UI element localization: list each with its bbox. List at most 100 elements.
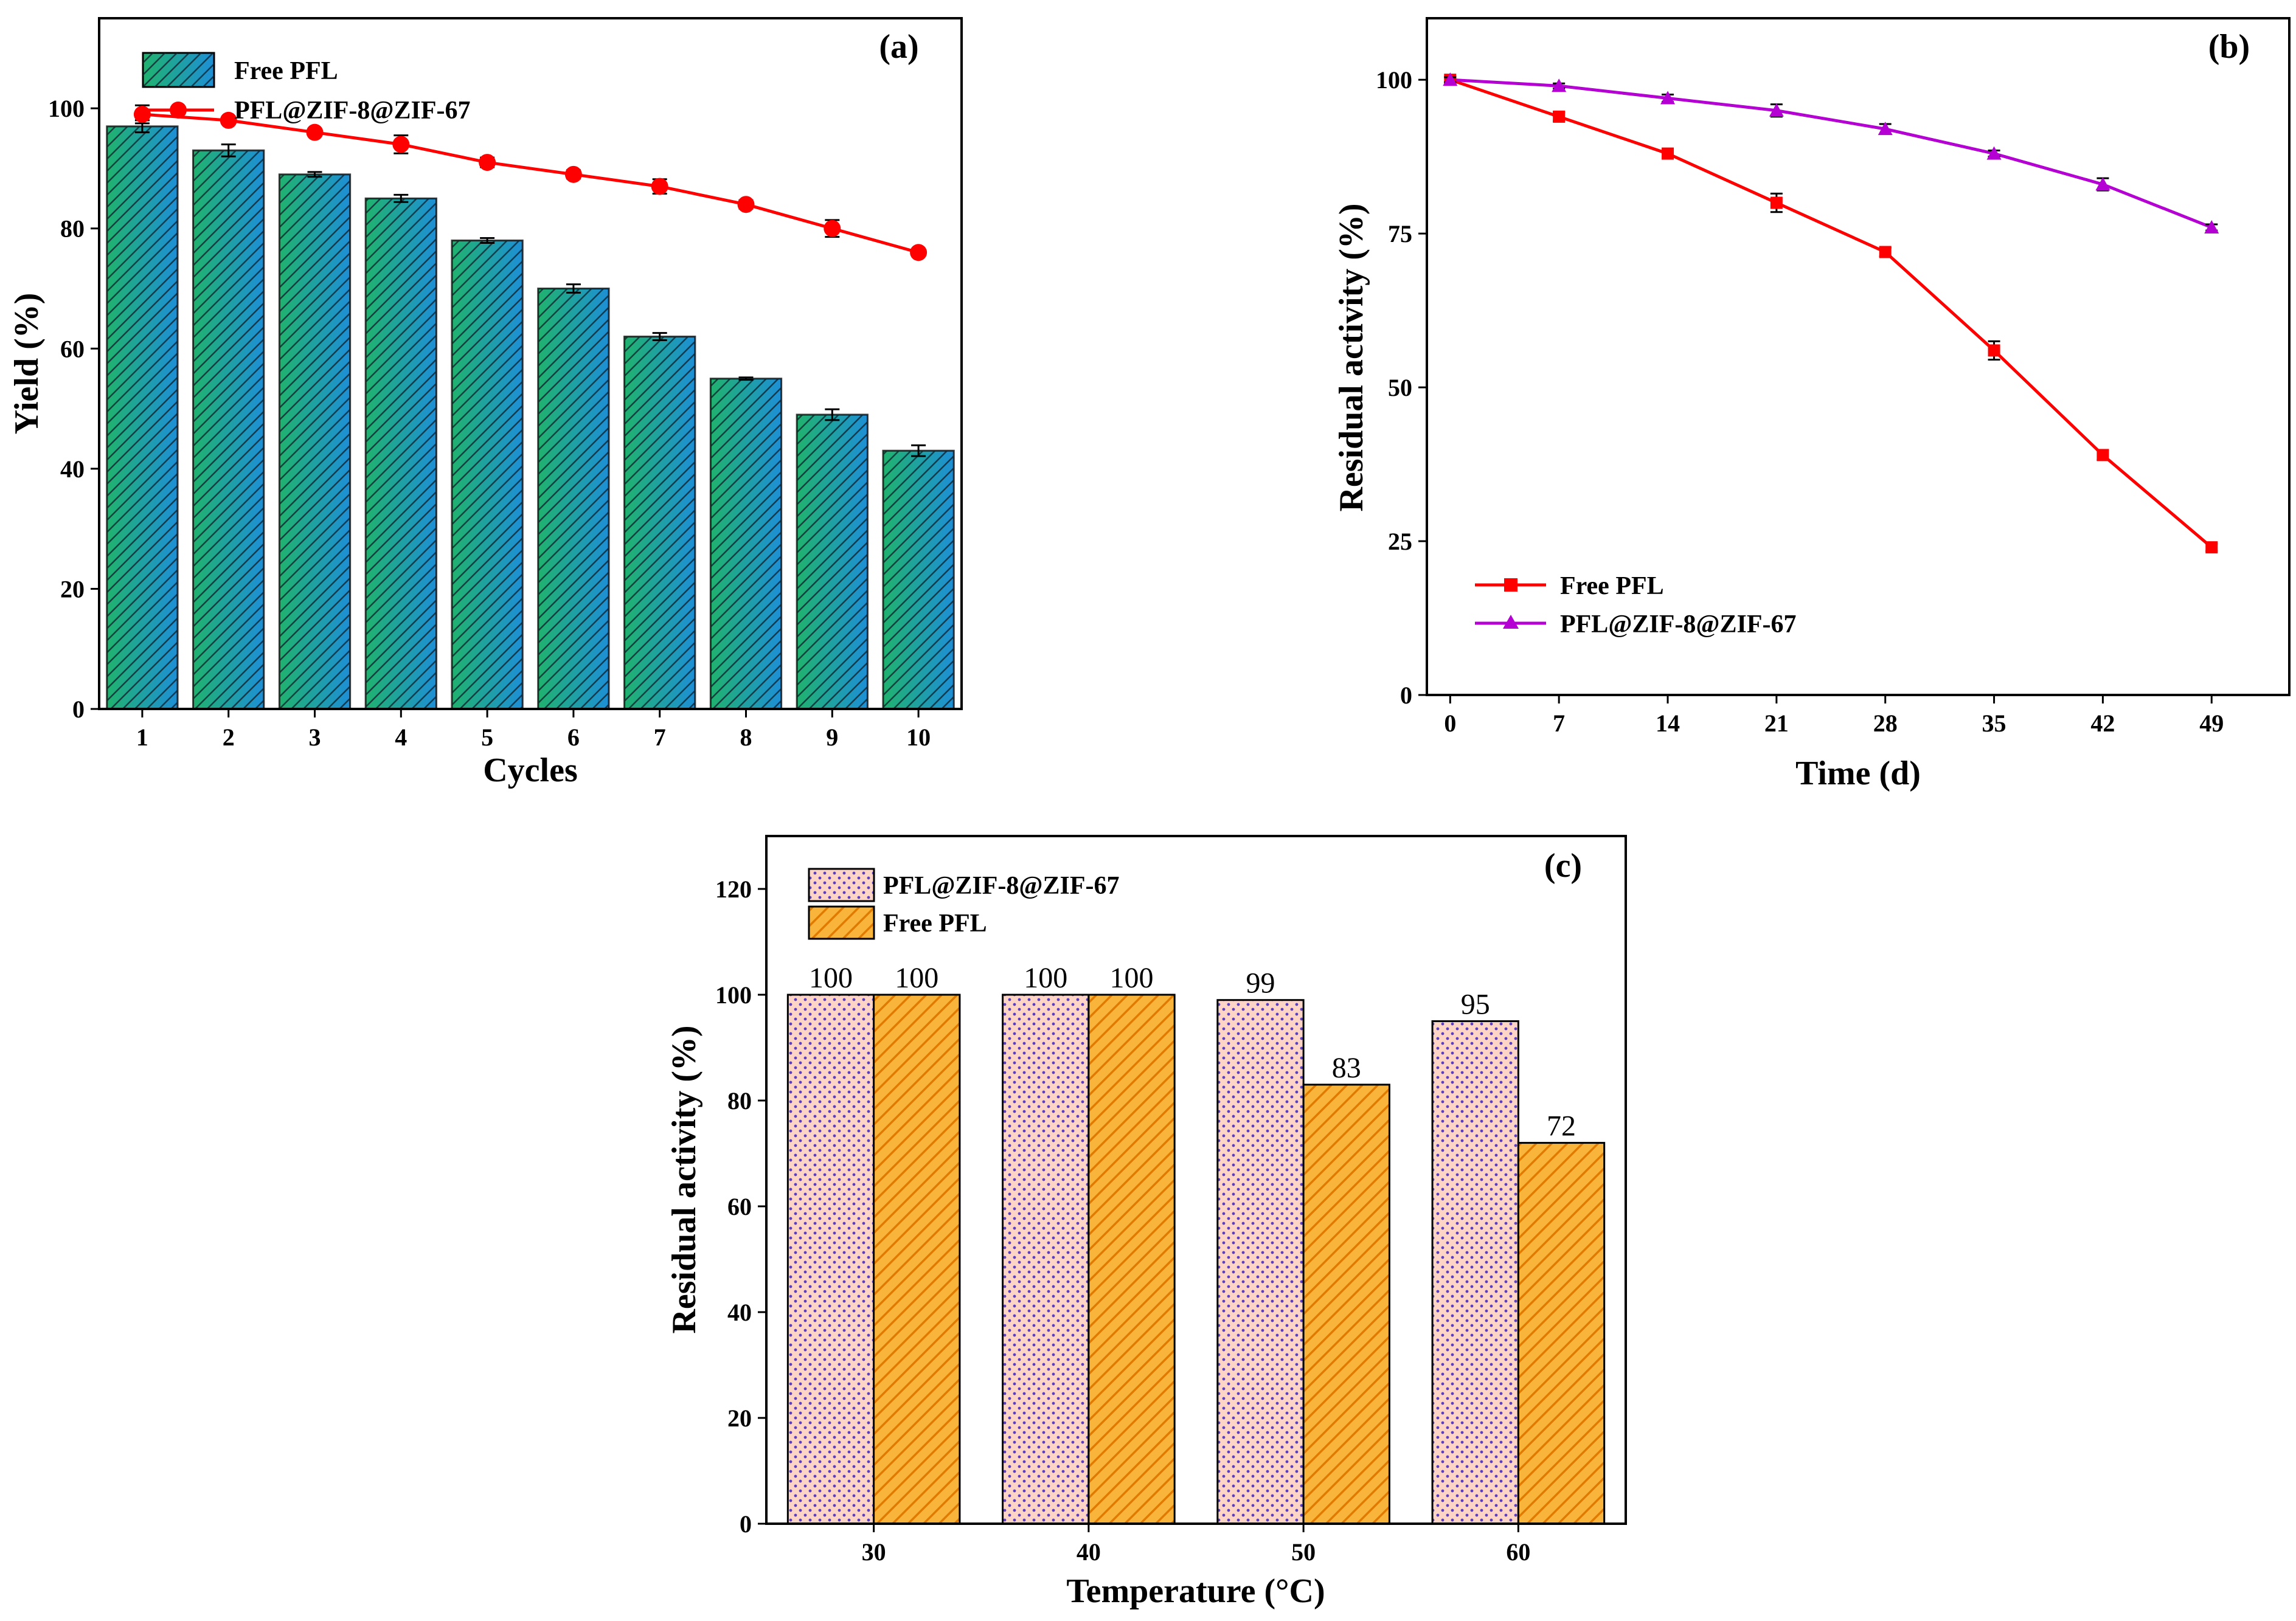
panel-a-frame — [98, 17, 963, 710]
bar-free-pfl-hatch — [709, 378, 783, 710]
y-tick-label: 0 — [740, 1510, 752, 1538]
bar-free-pfl-hatch — [623, 336, 696, 710]
y-tick-label: 100 — [1376, 66, 1412, 94]
y-tick-label: 75 — [1388, 220, 1412, 247]
point-free-pfl — [1988, 344, 2000, 357]
point-pfl-zif — [133, 106, 151, 123]
x-tick-label: 9 — [826, 724, 838, 751]
panel-b-label: (b) — [2208, 28, 2250, 66]
legend-label-free-pfl: Free PFL — [234, 57, 338, 85]
point-free-pfl — [1770, 196, 1783, 209]
point-free-pfl — [1879, 246, 1892, 258]
x-tick-label: 40 — [1077, 1538, 1101, 1566]
bar-free-pfl-hatch — [278, 173, 352, 710]
point-pfl-zif — [651, 178, 668, 195]
bar-free-pfl — [1302, 1084, 1390, 1525]
y-tick-label: 60 — [60, 335, 85, 362]
x-tick-label: 30 — [862, 1538, 886, 1566]
legend-marker-free-pfl-b — [1504, 578, 1517, 592]
panel-c-y-ticks: 0 20 40 60 80 100 120 — [715, 876, 766, 1538]
point-pfl-zif — [392, 136, 410, 153]
panel-a-line-series — [133, 104, 928, 261]
x-tick-label: 42 — [2090, 710, 2115, 737]
panel-a-chart: 0 20 40 60 80 100 1 2 3 4 5 6 7 8 9 10 Cycles Yield (%… — [8, 17, 963, 789]
bar-free-pfl-hatch — [192, 149, 265, 710]
legend-swatch-pfl-zif-c — [808, 868, 875, 902]
point-pfl-zif — [1552, 78, 1567, 92]
panel-a-x-ticks: 1 2 3 4 5 6 7 8 9 10 — [136, 709, 931, 751]
panel-b-chart: 0 25 50 75 100 0 7 14 21 28 35 42 49 Time (d) Resid… — [1333, 17, 2291, 792]
y-tick-label: 40 — [727, 1299, 752, 1326]
x-tick-label: 8 — [740, 724, 752, 751]
panel-c-x-axis-title: Temperature (°C) — [1066, 1572, 1325, 1610]
bar-pfl-zif — [786, 994, 875, 1525]
x-tick-label: 4 — [395, 724, 407, 751]
panel-c-x-ticks: 30 40 50 60 — [862, 1524, 1530, 1566]
point-free-pfl — [1662, 147, 1674, 160]
point-free-pfl — [2205, 541, 2218, 554]
y-tick-label: 25 — [1388, 528, 1412, 555]
bar-value-label: 100 — [1024, 962, 1067, 994]
x-tick-label: 2 — [223, 724, 235, 751]
panel-b-frame — [1426, 17, 2291, 696]
x-tick-label: 28 — [1873, 710, 1898, 737]
legend-label-free-pfl-c: Free PFL — [883, 910, 987, 938]
point-pfl-zif — [824, 219, 841, 237]
bar-pfl-zif — [1216, 999, 1305, 1525]
panel-a-x-axis-title: Cycles — [483, 752, 578, 789]
bar-value-label: 99 — [1246, 967, 1275, 1000]
x-tick-label: 10 — [906, 724, 931, 751]
x-tick-label: 1 — [136, 724, 148, 751]
legend-label-pfl-zif-c: PFL@ZIF-8@ZIF-67 — [883, 872, 1119, 900]
bar-pfl-zif — [1002, 994, 1090, 1525]
panel-b-x-axis-title: Time (d) — [1795, 755, 1921, 792]
y-tick-label: 100 — [715, 981, 752, 1009]
y-tick-label: 80 — [60, 215, 85, 243]
x-tick-label: 35 — [1982, 710, 2006, 737]
y-tick-label: 100 — [48, 95, 85, 122]
panel-b-line-series — [1443, 72, 2219, 554]
point-pfl-zif — [737, 196, 755, 213]
panel-c-legend: PFL@ZIF-8@ZIF-67 Free PFL — [808, 868, 1119, 940]
x-tick-label: 50 — [1291, 1538, 1316, 1566]
bar-pfl-zif — [1431, 1020, 1519, 1525]
legend-swatch-free-pfl-c — [808, 905, 875, 940]
x-tick-label: 21 — [1764, 710, 1789, 737]
bar-free-pfl — [1517, 1142, 1606, 1525]
y-tick-label: 80 — [727, 1087, 752, 1115]
bar-free-pfl — [1087, 994, 1176, 1525]
panel-c-bars: 100 100 99 95 100 100 83 72 — [786, 962, 1606, 1525]
bar-value-label: 100 — [809, 962, 853, 994]
y-tick-label: 60 — [727, 1193, 752, 1220]
bar-free-pfl-hatch — [882, 449, 955, 710]
panel-c-frame — [765, 835, 1627, 1525]
bar-free-pfl — [873, 994, 961, 1525]
point-pfl-zif — [1986, 146, 2002, 160]
point-pfl-zif — [910, 244, 928, 261]
x-tick-label: 49 — [2199, 710, 2224, 737]
point-pfl-zif — [1878, 122, 1893, 136]
point-pfl-zif — [564, 165, 582, 183]
panel-a-bars — [106, 119, 955, 710]
legend-label-pfl-zif-b: PFL@ZIF-8@ZIF-67 — [1560, 610, 1796, 638]
bar-free-pfl-hatch — [537, 288, 610, 710]
line-series-free-pfl — [1449, 78, 2213, 549]
panel-b-x-ticks: 0 7 14 21 28 35 42 49 — [1444, 695, 2224, 737]
x-tick-label: 0 — [1444, 710, 1456, 737]
line-pfl-zif — [142, 112, 919, 254]
legend-swatch-free-pfl-hatch — [143, 53, 214, 87]
line-series-pfl-zif — [1450, 78, 2213, 229]
x-tick-label: 60 — [1506, 1538, 1530, 1566]
panel-c-chart: 0 20 40 60 80 100 120 100 100 99 95 100 100 83 72 30 4… — [665, 835, 1627, 1610]
point-pfl-zif — [1660, 91, 1676, 105]
point-pfl-zif — [1443, 72, 1458, 86]
bar-free-pfl-hatch — [106, 125, 179, 710]
bar-value-label: 83 — [1332, 1052, 1361, 1084]
y-tick-label: 20 — [60, 575, 85, 603]
legend-label-free-pfl-b: Free PFL — [1560, 572, 1664, 600]
y-tick-label: 0 — [1400, 682, 1412, 709]
x-tick-label: 6 — [567, 724, 580, 751]
panel-c-label: (c) — [1544, 847, 1582, 885]
point-pfl-zif — [220, 111, 237, 129]
